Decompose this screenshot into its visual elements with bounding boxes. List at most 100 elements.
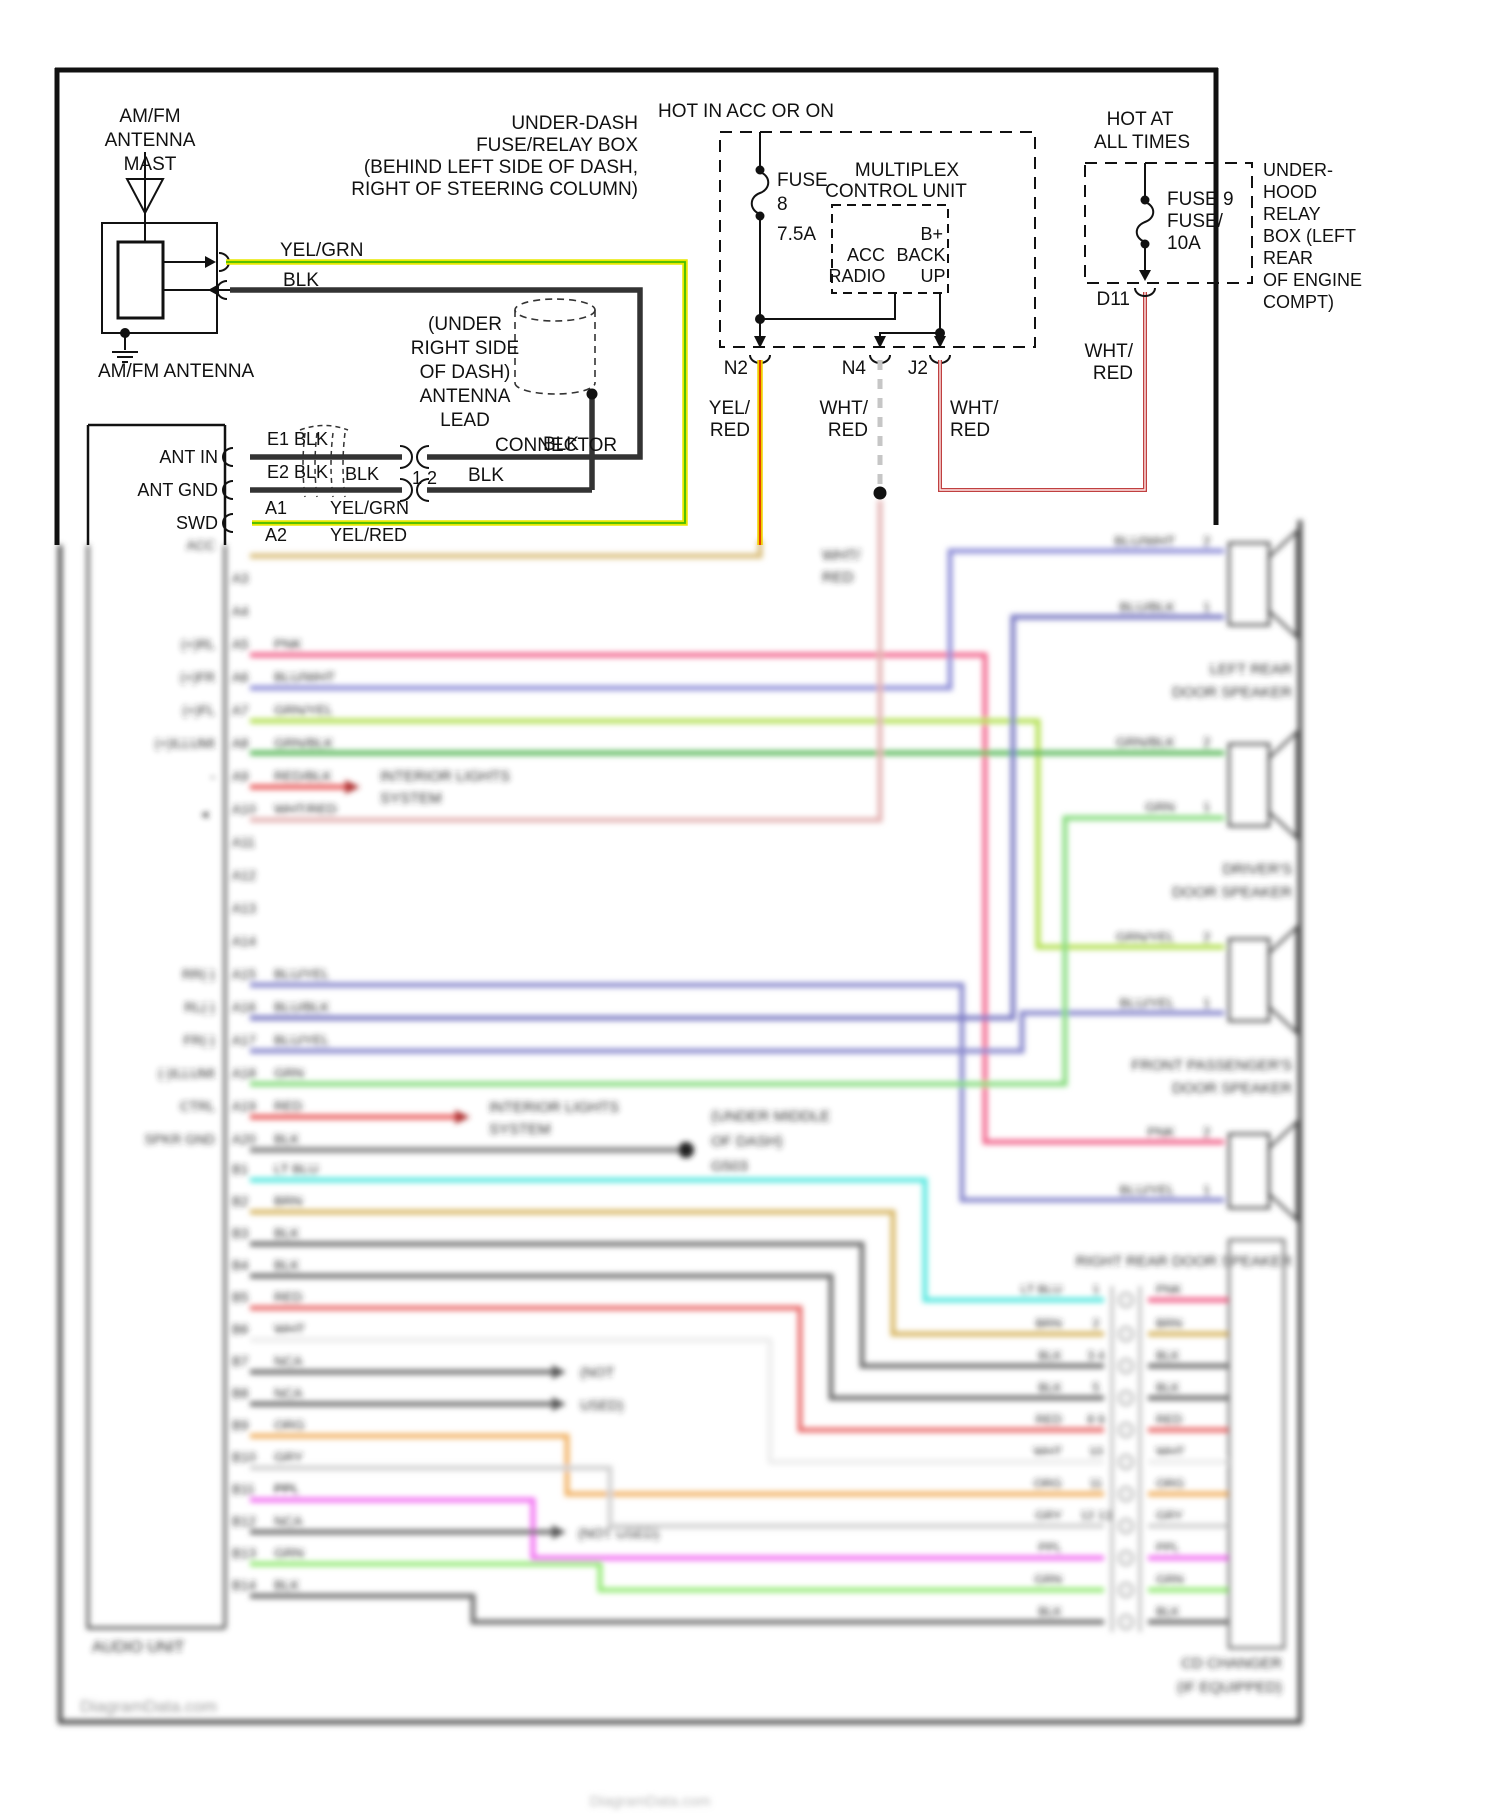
interior-lights-note-1a: INTERIOR LIGHTS xyxy=(380,768,510,785)
antenna-ground-icon xyxy=(112,333,138,363)
pin-a9: A9 xyxy=(232,769,249,784)
speaker-pin1-num: 2 xyxy=(1203,930,1211,945)
speaker-body xyxy=(1227,937,1271,1023)
pin-a6-color: BLU/WHT xyxy=(274,670,335,685)
cd-row-r: PPL xyxy=(1156,1541,1180,1555)
underhood-label-7: COMPT) xyxy=(1263,292,1334,312)
antenna-label: AM/FM ANTENNA xyxy=(98,361,255,382)
n4-pin-label: N4 xyxy=(842,358,867,379)
cd-pin-circle xyxy=(1118,1292,1134,1308)
multiplex-label-1: MULTIPLEX xyxy=(855,160,960,181)
underdash-label-4: RIGHT OF STEERING COLUMN) xyxy=(351,179,638,200)
left-label-rr-minus: RR(-) xyxy=(182,967,215,982)
interior-lights-note-2a: INTERIOR LIGHTS xyxy=(489,1099,619,1116)
pin-b2-color: BRN xyxy=(274,1194,303,1209)
speaker-pin1-color: GRN/YEL xyxy=(1116,930,1176,945)
up-label: UP xyxy=(920,266,945,286)
speaker-label-2: DOOR SPEAKER xyxy=(1172,1080,1292,1097)
speaker-pin2-color: BLU/YEL xyxy=(1119,1183,1175,1198)
wire-a17-blu-yel xyxy=(250,1010,1224,1054)
bplus-label: B+ xyxy=(920,224,943,244)
pin-a17-color: BLU/YEL xyxy=(274,1033,330,1048)
antenna-shield-cylinder xyxy=(514,298,596,395)
pin-a16: A16 xyxy=(232,1000,256,1015)
wire-a5-pnk xyxy=(250,652,1224,1145)
cd-row-l: BLK xyxy=(1038,1605,1062,1619)
cd-row-l: GRY xyxy=(1035,1509,1063,1523)
lead-note-4: ANTENNA xyxy=(420,386,511,407)
pin-b6: B6 xyxy=(232,1322,249,1337)
watermark: DiagramData.com xyxy=(80,1697,217,1716)
cd-pin-circle xyxy=(1118,1390,1134,1406)
wire-j2-d11-core xyxy=(939,292,1146,491)
pin-b7-color: NCA xyxy=(274,1354,303,1369)
ant-in-label: ANT IN xyxy=(159,447,218,467)
cd-row-r: ORG xyxy=(1156,1477,1184,1491)
fuse8-label-2: 8 xyxy=(777,194,788,215)
pin-a19-color: RED xyxy=(274,1099,303,1114)
blk-label: BLK xyxy=(283,270,319,291)
pin-a20: A20 xyxy=(232,1132,256,1147)
j2-wire-label-1: WHT/ xyxy=(950,398,999,419)
not-used-note-c: (NOT USED) xyxy=(578,1525,659,1541)
pin-b10-color: GRY xyxy=(274,1450,303,1465)
left-label-fl-plus: (+)FL xyxy=(182,703,215,718)
pin-a19: A19 xyxy=(232,1099,256,1114)
cd-pin-circle xyxy=(1118,1582,1134,1598)
wire-b8-arrow-icon xyxy=(552,1397,566,1411)
pin-a11: A11 xyxy=(232,835,255,850)
n2-arrow-icon xyxy=(754,336,766,348)
j2-pin-label: J2 xyxy=(908,358,928,379)
n2-pin-label: N2 xyxy=(724,358,748,379)
pin-b1-color: LT BLU xyxy=(274,1162,319,1177)
pin-b14-color: BLK xyxy=(274,1578,300,1593)
cd-row-r: BRN xyxy=(1156,1317,1182,1331)
pin-b5-color: RED xyxy=(274,1290,303,1305)
cd-row-l: BLK xyxy=(1038,1381,1062,1395)
cd-changer-box xyxy=(1227,1238,1286,1650)
a2-color-label: YEL/RED xyxy=(330,525,407,545)
left-label-dash: - xyxy=(211,769,216,784)
speaker-pin1-num: 2 xyxy=(1203,735,1211,750)
pin-a17: A17 xyxy=(232,1033,256,1048)
cd-row-r: PNK xyxy=(1156,1283,1182,1297)
d11-arrow-icon xyxy=(1139,270,1151,281)
fuse9-label-2: FUSE/ xyxy=(1167,211,1224,232)
pin-a4: A4 xyxy=(232,604,249,619)
d11-wire-label-1: WHT/ xyxy=(1084,341,1133,362)
left-label-illumi-plus: (+)ILLUMI xyxy=(155,736,215,751)
connector-pin-numbers: 1 2 xyxy=(412,468,437,488)
multiplex-label-2: CONTROL UNIT xyxy=(825,181,967,202)
pin-b14: B14 xyxy=(232,1578,257,1593)
speaker-pin1-color: PNK xyxy=(1147,1125,1175,1140)
speaker-label-1: DRIVER'S xyxy=(1222,861,1292,878)
j2-wire-label-2: RED xyxy=(950,420,990,441)
pin-b4: B4 xyxy=(232,1258,249,1273)
cd-pin-circle xyxy=(1118,1486,1134,1502)
pin-b4-color: BLK xyxy=(274,1258,300,1273)
pin-a5: A5 xyxy=(232,637,249,652)
cd-pin-circle xyxy=(1118,1358,1134,1374)
speaker-pin2-num: 1 xyxy=(1203,800,1211,815)
cd-row-n: 12 13 xyxy=(1080,1509,1111,1523)
cd-row-l: ORG xyxy=(1034,1477,1062,1491)
antenna-outer-box xyxy=(101,222,218,334)
cd-changer-label-2: (IF EQUIPPED) xyxy=(1177,1679,1282,1696)
speaker-horn xyxy=(1267,729,1299,841)
wire-b3-blk xyxy=(250,1241,1104,1369)
pin-a7: A7 xyxy=(232,703,249,718)
wire-b9-org xyxy=(250,1433,1104,1497)
wire-a19-arrow-icon xyxy=(455,1110,470,1124)
d11-pin-label: D11 xyxy=(1097,289,1130,310)
lead-note-5: LEAD xyxy=(440,410,490,431)
not-used-note-b: USED) xyxy=(580,1397,624,1413)
underdash-label-3: (BEHIND LEFT SIDE OF DASH, xyxy=(364,157,638,178)
lead-note-2: RIGHT SIDE xyxy=(411,338,519,359)
blurred-lower-diagram: AUDIO UNIT ACC (+)RL (+)FR (+)FL (+)ILLU… xyxy=(57,500,1303,1810)
speaker-horn xyxy=(1267,924,1299,1036)
multiplex-inner-box xyxy=(831,204,949,294)
speaker-body xyxy=(1227,742,1271,828)
cd-row-r: WHT xyxy=(1156,1445,1185,1459)
pin-a6: A6 xyxy=(232,670,249,685)
pin-a3: A3 xyxy=(232,571,249,586)
